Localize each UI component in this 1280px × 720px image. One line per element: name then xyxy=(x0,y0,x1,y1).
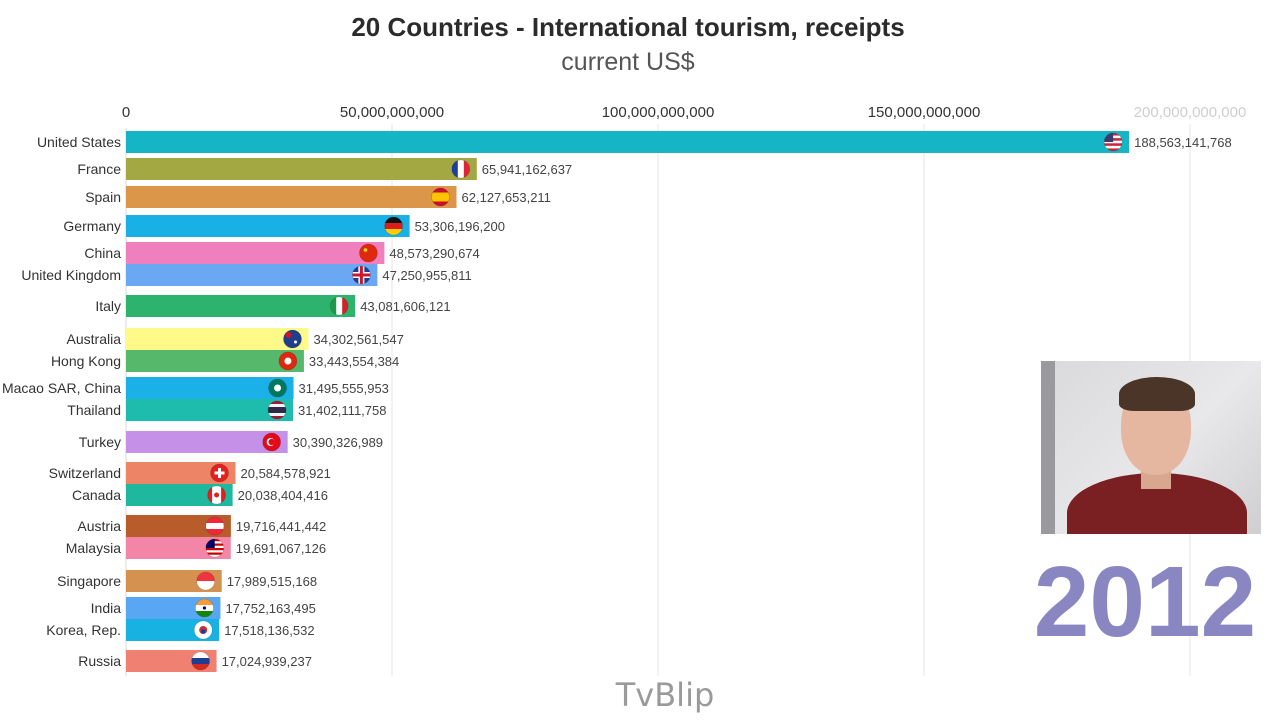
category-label: Russia xyxy=(78,653,121,669)
bar xyxy=(126,597,221,619)
value-label: 48,573,290,674 xyxy=(389,246,479,261)
bar xyxy=(126,186,457,208)
value-label: 31,402,111,758 xyxy=(298,403,386,418)
value-label: 62,127,653,211 xyxy=(462,190,551,205)
bar xyxy=(126,242,385,264)
bar xyxy=(126,619,220,641)
turkey-flag-icon xyxy=(262,432,282,452)
germany-flag-icon xyxy=(384,216,403,236)
value-label: 17,752,163,495 xyxy=(225,601,315,616)
macao-flag-icon xyxy=(268,378,287,398)
bar xyxy=(126,377,294,399)
switzerland-flag-icon xyxy=(210,463,229,483)
category-label: Austria xyxy=(77,518,121,534)
bar xyxy=(126,537,231,559)
category-label: Singapore xyxy=(57,573,121,589)
chart-subtitle: current US$ xyxy=(561,48,695,76)
category-label: Hong Kong xyxy=(51,353,121,369)
bar xyxy=(126,462,236,484)
x-tick-label: 0 xyxy=(122,104,130,121)
value-label: 17,518,136,532 xyxy=(224,623,314,638)
webcam-overlay xyxy=(1041,361,1261,534)
watermark-text: TvBlip xyxy=(615,676,715,714)
value-label: 30,390,326,989 xyxy=(293,435,383,450)
category-label: Turkey xyxy=(79,434,121,450)
category-label: India xyxy=(91,600,122,616)
value-label: 53,306,196,200 xyxy=(415,219,505,234)
webcam-person-hair xyxy=(1119,377,1195,411)
bar xyxy=(126,570,222,592)
value-label: 17,024,939,237 xyxy=(222,654,312,669)
uk-flag-icon xyxy=(351,265,371,285)
category-label: United States xyxy=(37,134,121,150)
category-label: Italy xyxy=(95,298,121,314)
category-label: Thailand xyxy=(67,402,121,418)
value-label: 19,691,067,126 xyxy=(236,541,326,556)
category-label: Malaysia xyxy=(66,540,121,556)
hong-kong-flag-icon xyxy=(278,351,298,371)
canada-flag-icon xyxy=(207,485,227,505)
year-label: 2012 xyxy=(1033,546,1257,658)
webcam-background xyxy=(1041,361,1055,534)
value-label: 20,584,578,921 xyxy=(241,466,331,481)
india-flag-icon xyxy=(195,598,214,618)
value-label: 19,716,441,442 xyxy=(236,519,326,534)
category-label: Macao SAR, China xyxy=(2,380,121,396)
bar xyxy=(126,295,356,317)
australia-flag-icon xyxy=(283,329,302,349)
value-label: 188,563,141,768 xyxy=(1134,135,1232,150)
category-label: United Kingdom xyxy=(21,267,121,283)
china-flag-icon xyxy=(359,243,378,263)
bar xyxy=(126,158,477,180)
chart-title: 20 Countries - International tourism, re… xyxy=(351,12,905,42)
bar xyxy=(126,328,309,350)
thailand-flag-icon xyxy=(267,400,287,420)
category-label: China xyxy=(84,245,121,261)
bar xyxy=(126,215,410,237)
bar xyxy=(126,399,294,421)
category-label: Spain xyxy=(85,189,121,205)
italy-flag-icon xyxy=(329,296,349,316)
value-label: 31,495,555,953 xyxy=(299,381,389,396)
france-flag-icon xyxy=(451,159,471,179)
value-label: 65,941,162,637 xyxy=(482,162,572,177)
russia-flag-icon xyxy=(191,651,210,671)
value-label: 47,250,955,811 xyxy=(382,268,471,283)
x-tick-label: 150,000,000,000 xyxy=(868,104,981,121)
category-label: Canada xyxy=(72,487,121,503)
bar xyxy=(126,350,304,372)
category-label: Switzerland xyxy=(49,465,121,481)
bar xyxy=(126,515,231,537)
value-label: 20,038,404,416 xyxy=(238,488,328,503)
x-tick-label: 200,000,000,000 xyxy=(1134,104,1247,121)
category-label: France xyxy=(77,161,121,177)
category-label: Korea, Rep. xyxy=(46,622,121,638)
usa-flag-icon xyxy=(1103,132,1123,152)
korea-flag-icon xyxy=(193,620,213,640)
bar xyxy=(126,484,233,506)
spain-flag-icon xyxy=(431,187,450,207)
singapore-flag-icon xyxy=(196,571,216,591)
bar xyxy=(126,131,1130,153)
value-label: 17,989,515,168 xyxy=(227,574,317,589)
austria-flag-icon xyxy=(205,516,225,536)
category-label: Australia xyxy=(67,331,122,347)
x-tick-label: 50,000,000,000 xyxy=(340,104,444,121)
value-label: 33,443,554,384 xyxy=(309,354,399,369)
value-label: 43,081,606,121 xyxy=(360,299,450,314)
category-label: Germany xyxy=(63,218,121,234)
value-label: 34,302,561,547 xyxy=(313,332,403,347)
bar xyxy=(126,431,288,453)
bar xyxy=(126,264,378,286)
x-tick-label: 100,000,000,000 xyxy=(602,104,715,121)
malaysia-flag-icon xyxy=(205,538,225,558)
